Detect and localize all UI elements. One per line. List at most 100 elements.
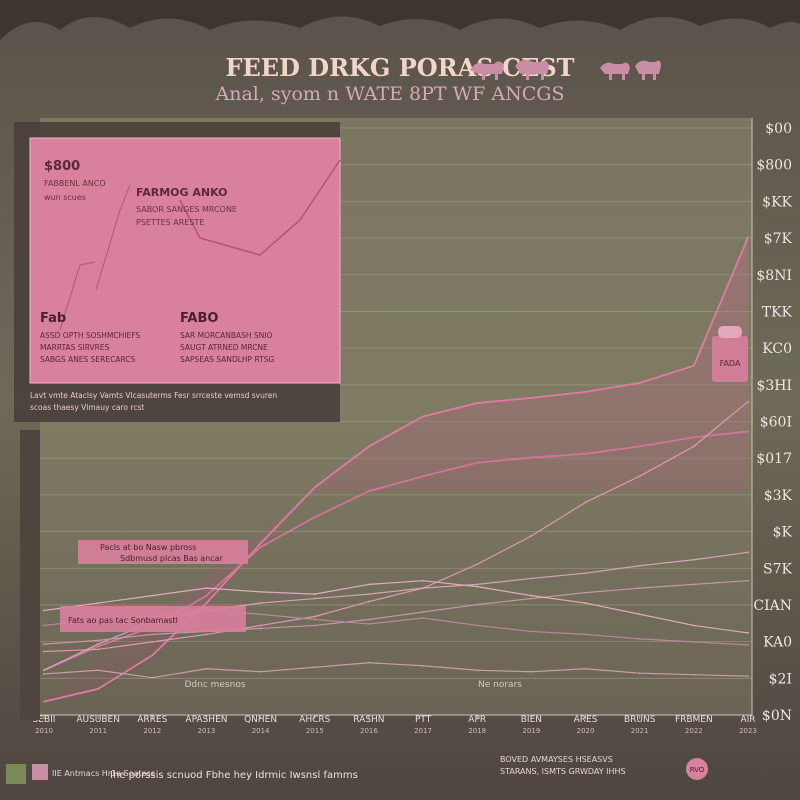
data-point bbox=[638, 672, 641, 675]
data-point bbox=[259, 590, 262, 593]
data-point bbox=[259, 546, 262, 548]
data-point bbox=[205, 633, 208, 636]
x-tick-label: APR bbox=[468, 715, 486, 725]
inset-caption-2: scoas thaesy Vlmauy caro rcst bbox=[30, 403, 144, 412]
footer-legend-right: BOVED AVMAYSES HSEASVS bbox=[500, 755, 613, 764]
x-tick-label: QNHEN bbox=[244, 715, 277, 725]
y-tick-label: CIAN bbox=[753, 598, 792, 614]
data-point bbox=[205, 602, 208, 604]
data-point bbox=[259, 613, 262, 616]
inset-caption-1: Lavt vmte Ataclsy Vamts Vlcasuterms Fesr… bbox=[30, 391, 277, 400]
data-point bbox=[584, 390, 587, 393]
footer: IIE Antmacs Hr1a Soatess Ihe porssis scn… bbox=[6, 755, 708, 784]
data-point bbox=[259, 602, 262, 604]
data-point bbox=[638, 637, 641, 640]
y-tick-label: $3HI bbox=[756, 378, 792, 394]
data-point bbox=[584, 591, 587, 594]
annotation-box-1: Pacls at bo Nasw pbross Sdbmusd plcas Ba… bbox=[78, 540, 248, 564]
data-point bbox=[368, 600, 370, 603]
x-tick-label: BRUNS bbox=[624, 715, 656, 725]
x-category-label: 2013 bbox=[198, 727, 216, 735]
annotation-box-2: Fats ao pas tac Sonbamastl bbox=[60, 606, 246, 632]
data-point bbox=[692, 558, 695, 561]
data-point bbox=[43, 700, 45, 703]
left-tick-panel bbox=[20, 430, 40, 720]
data-point bbox=[151, 654, 154, 657]
data-point bbox=[43, 669, 45, 672]
data-point bbox=[530, 456, 533, 459]
inset-top-value: $800 bbox=[44, 159, 80, 174]
series-area-fill bbox=[44, 237, 748, 702]
data-point bbox=[692, 673, 695, 676]
x-category-label: 2012 bbox=[143, 727, 161, 735]
x-axis: SEBII 2010 AUSUBEN 2011 ARRES 2012 APASHEN 2013… bbox=[33, 714, 757, 735]
y-tick-label: $800 bbox=[756, 158, 792, 174]
data-point bbox=[313, 666, 316, 669]
x-category-label: 2021 bbox=[631, 727, 649, 735]
data-point bbox=[422, 617, 424, 619]
y-tick-label: $00 bbox=[765, 121, 792, 137]
data-point bbox=[530, 535, 533, 537]
data-point bbox=[97, 648, 100, 651]
data-point bbox=[530, 577, 533, 580]
data-point bbox=[43, 643, 45, 646]
annotation-1-text: Pacls at bo Nasw pbross bbox=[100, 543, 196, 552]
y-tick-label: $K bbox=[773, 525, 793, 541]
annotation-2-text: Fats ao pas tac Sonbamastl bbox=[68, 616, 178, 625]
data-point bbox=[151, 594, 154, 597]
data-point bbox=[43, 609, 45, 612]
x-category-label: 2010 bbox=[35, 727, 53, 735]
data-point bbox=[476, 402, 479, 404]
data-point bbox=[97, 645, 100, 648]
x-axis-label: Ddnc mesnos bbox=[184, 680, 245, 690]
y-tick-label: $2I bbox=[769, 671, 792, 687]
y-tick-label: $8NI bbox=[756, 268, 792, 284]
data-point bbox=[313, 516, 316, 519]
data-point bbox=[692, 583, 695, 586]
inset-mid-label: FABO bbox=[180, 311, 218, 326]
data-point bbox=[476, 603, 479, 606]
inset-top-detail-1: SABOR SANGES MRCONE bbox=[136, 205, 237, 214]
y-tick-label: KC0 bbox=[762, 341, 792, 357]
y-axis: $00 $800 $KK $7K $8NI TKK KC0 $3HI $60I $017 $3K $K… bbox=[34, 118, 793, 724]
data-point bbox=[584, 452, 587, 455]
data-point bbox=[530, 670, 533, 673]
data-point bbox=[747, 632, 749, 634]
data-point bbox=[476, 669, 479, 672]
data-point bbox=[530, 594, 533, 597]
x-tick-label: RASHN bbox=[353, 715, 384, 725]
series-line-transport bbox=[43, 580, 749, 645]
data-point bbox=[638, 475, 641, 478]
x-category-label: 2018 bbox=[468, 727, 486, 735]
y-tick-label: $3K bbox=[764, 488, 793, 504]
x-tick-label: ARES bbox=[574, 715, 598, 725]
inset-left-line-2: MARRTAS SIRVRES bbox=[40, 343, 110, 352]
series-area-feed-cost bbox=[44, 237, 748, 702]
x-category-label: 2022 bbox=[685, 727, 703, 735]
data-point bbox=[422, 579, 424, 582]
data-point bbox=[476, 624, 479, 627]
data-point bbox=[43, 673, 45, 675]
footer-legend-right-2: STARANS, ISMTS GRWDAY IHHS bbox=[500, 767, 626, 776]
y-tick-label: TKK bbox=[762, 304, 793, 320]
data-point bbox=[313, 486, 316, 489]
footer-note: Ihe porssis scnuod Fbhe hey Idrmic Iwsns… bbox=[110, 770, 358, 781]
data-point bbox=[422, 415, 424, 418]
data-point bbox=[368, 618, 370, 621]
data-point bbox=[313, 593, 316, 596]
x-tick-label: PTT bbox=[415, 715, 432, 725]
data-point bbox=[422, 587, 424, 590]
data-point bbox=[747, 643, 749, 646]
x-tick-label: SEBII bbox=[33, 715, 56, 725]
data-point bbox=[97, 639, 100, 642]
y-tick-label: $017 bbox=[756, 451, 792, 467]
chart-subtitle: Anal, syom n WATE 8PT WF ANCGS bbox=[215, 83, 565, 105]
inset-left-line-3: SABGS ANES SERECARCS bbox=[40, 355, 136, 364]
data-point bbox=[97, 669, 100, 672]
y-tick-label: $7K bbox=[764, 231, 793, 247]
data-point bbox=[476, 461, 479, 464]
data-point bbox=[584, 501, 587, 504]
data-point bbox=[97, 687, 100, 690]
inset-left-label: Fab bbox=[40, 311, 66, 326]
data-point bbox=[43, 650, 45, 653]
